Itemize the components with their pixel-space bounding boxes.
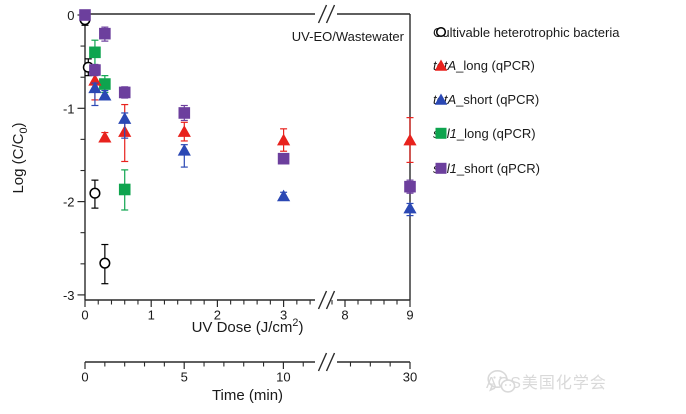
y-axis-tick-label: -1: [63, 101, 75, 116]
data-point-triangle: [118, 112, 132, 124]
data-point-square: [89, 46, 101, 59]
x-axis-tick-label: 2: [214, 308, 221, 323]
x-axis-tick-label: 1: [148, 308, 155, 323]
watermark: ACS美国化学会: [486, 369, 607, 393]
y-axis-title-close: ): [10, 122, 27, 128]
plot-annotation: UV-EO/Wastewater: [291, 29, 404, 44]
time-axis-tick-label: 0: [81, 370, 88, 385]
legend-item-tetA-short: tetA_short (qPCR): [433, 92, 539, 107]
x-axis-tick-label: 3: [280, 308, 287, 323]
data-point-square: [178, 107, 191, 119]
y-axis-title-text: Log (C/C: [10, 133, 27, 194]
data-point-triangle: [98, 88, 112, 101]
data-point-triangle: [88, 81, 102, 94]
legend-marker-triangle: [434, 93, 448, 105]
data-point-triangle: [177, 143, 191, 156]
watermark-text: ACS美国化学会: [486, 375, 607, 392]
y-axis-tick-label: -2: [63, 195, 75, 210]
blue-triangle-icon: [434, 93, 448, 105]
legend-label: sul1_short (qPCR): [433, 161, 540, 176]
y-axis-title-sub: 0: [18, 127, 30, 134]
legend-marker-square: [435, 127, 447, 139]
legend-item-sul1-long: sul1_long (qPCR): [433, 126, 536, 141]
data-point-circle: [99, 257, 111, 269]
time-axis-tick-label: 10: [276, 370, 290, 385]
x-axis-title-sup: 2: [292, 317, 299, 329]
legend-label-text: _long (qPCR): [456, 58, 535, 73]
x-axis-title: UV Dose (J/cm2): [85, 317, 410, 336]
data-point-triangle: [98, 130, 112, 143]
legend-item-sul1-short: sul1_short (qPCR): [433, 161, 540, 176]
data-point-square: [79, 9, 91, 21]
series-teta-long-qpcr-: [88, 73, 417, 164]
y-axis-title: Log (C/C0): [10, 53, 30, 263]
legend-label: Cultivable heterotrophic bacteria: [433, 25, 619, 40]
time-axis-tick-label: 30: [403, 370, 417, 385]
data-point-triangle: [403, 133, 417, 146]
x-axis-break-icon: [317, 290, 328, 310]
legend-marker-triangle: [434, 59, 448, 71]
data-point-square: [99, 78, 111, 90]
data-point-circle: [89, 187, 101, 199]
red-triangle-icon: [434, 59, 448, 71]
legend-marker-square: [435, 162, 447, 174]
time-axis-break-icon: [317, 352, 328, 372]
data-point-square: [404, 180, 416, 193]
top-axis-break-icon: [317, 4, 328, 24]
wechat-icon: [487, 370, 516, 393]
y-axis-tick-label: 0: [67, 8, 74, 23]
data-point-square: [99, 27, 111, 40]
data-point-square: [89, 64, 101, 76]
x-axis-tick-label: 9: [406, 308, 413, 323]
time-axis-break-icon: [325, 352, 336, 372]
series-sul1-short-qpcr-: [79, 9, 416, 194]
data-point-triangle: [177, 125, 191, 137]
purple-square-icon: [435, 162, 447, 174]
data-point-square: [277, 152, 290, 165]
x-axis-break-icon: [325, 290, 336, 310]
data-point-triangle: [277, 133, 291, 146]
x-axis-tick-label: 0: [81, 308, 88, 323]
data-point-square: [118, 86, 131, 99]
series-teta-short-qpcr-: [88, 81, 417, 217]
legend-item-tetA-long: tetA_long (qPCR): [433, 58, 535, 73]
x-axis-title-close: ): [298, 319, 304, 336]
x-axis-title-text: UV Dose (J/cm: [191, 319, 293, 336]
legend-marker-circle: [435, 26, 447, 38]
legend-label-text: _long (qPCR): [456, 126, 536, 141]
top-axis-break-icon: [325, 4, 336, 24]
y-axis-tick-label: -3: [63, 288, 75, 303]
x-axis-tick-label: 8: [341, 308, 348, 323]
time-axis-title: Time (min): [211, 387, 284, 404]
data-point-square: [118, 183, 131, 196]
legend-label-text: _short (qPCR): [456, 92, 540, 107]
green-square-icon: [435, 127, 447, 139]
legend-item-cultivable-bacteria: Cultivable heterotrophic bacteria: [433, 25, 619, 40]
legend-label-text: Cultivable heterotrophic bacteria: [433, 25, 620, 40]
open-circle-icon: [435, 26, 447, 38]
data-point-triangle: [277, 189, 291, 202]
data-point-triangle: [403, 201, 417, 214]
time-axis-tick-label: 5: [181, 370, 188, 385]
legend-label-text: _short (qPCR): [456, 161, 540, 176]
